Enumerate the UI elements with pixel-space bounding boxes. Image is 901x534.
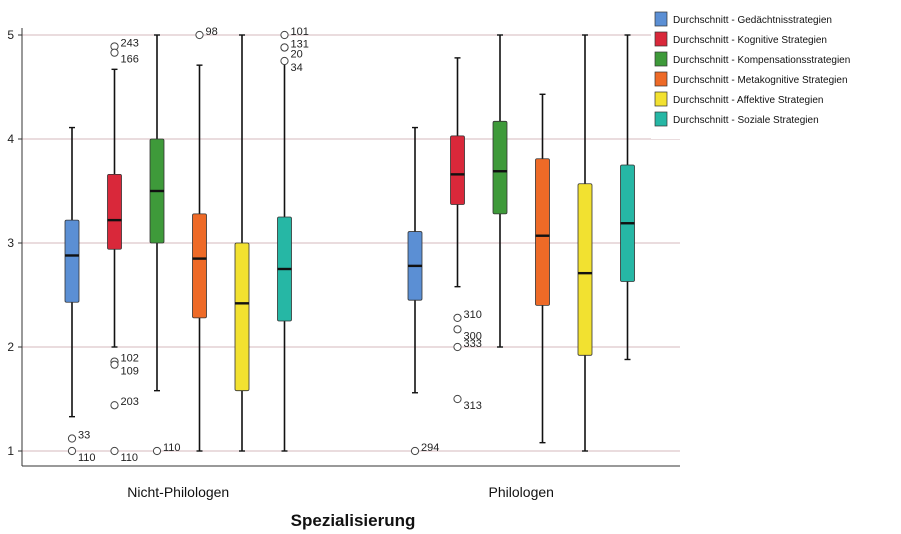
box-2-1	[492, 34, 508, 348]
y-tick-label: 4	[7, 132, 14, 146]
outlier-label: 33	[78, 430, 90, 442]
outlier-point	[410, 446, 420, 456]
legend-background	[651, 9, 893, 139]
y-tick-label: 5	[7, 28, 14, 42]
grid-lines	[22, 34, 680, 452]
legend-swatch	[654, 11, 668, 27]
legend-swatch	[654, 91, 668, 107]
outlier-label: 101	[291, 26, 309, 38]
outlier-label: 166	[121, 54, 139, 66]
box-iqr	[535, 158, 550, 306]
outlier-label: 98	[206, 26, 218, 38]
box-iqr	[192, 213, 207, 319]
box-0-0: 33 110	[64, 126, 96, 464]
box-iqr	[234, 242, 250, 392]
box-0-1: 294	[407, 126, 439, 456]
outlier-label: 131	[291, 38, 309, 50]
outlier-point	[453, 313, 462, 322]
outlier-label: 109	[121, 366, 139, 378]
box-iqr	[492, 120, 508, 215]
outlier-point	[67, 446, 77, 456]
legend-entry: Durchschnitt - Gedächtnisstrategien	[673, 15, 832, 26]
outlier-point	[110, 48, 119, 57]
box-iqr	[107, 173, 122, 250]
outlier-label: 310	[464, 309, 482, 321]
outlier-point	[453, 325, 462, 334]
outlier-point	[67, 434, 77, 443]
legend-entry: Durchschnitt - Affektive Strategien	[673, 95, 823, 106]
outlier-point	[110, 446, 119, 456]
outlier-label: 243	[121, 37, 139, 49]
outlier-point	[195, 30, 204, 40]
outlier-label: 110	[78, 452, 96, 464]
outlier-label: 110	[121, 452, 139, 464]
box-3-1	[535, 93, 550, 444]
outlier-point	[453, 394, 462, 404]
box-4-0	[234, 34, 250, 452]
y-tick-label: 3	[7, 236, 14, 250]
legend: Durchschnitt - Gedächtnisstrategien Durch…	[651, 9, 893, 139]
box-iqr	[577, 183, 593, 356]
outlier-label: 20	[291, 48, 303, 60]
box-5-1	[620, 34, 635, 361]
outlier-point	[453, 342, 462, 352]
y-tick-label: 2	[7, 340, 14, 354]
outlier-point	[152, 446, 162, 456]
outlier-point	[280, 30, 289, 40]
outlier-label: 300	[464, 330, 482, 342]
outlier-label: 34	[291, 62, 303, 74]
box-2-0: 110	[149, 34, 181, 456]
outlier-point	[280, 43, 289, 52]
outlier-label: 203	[121, 396, 139, 408]
outlier-point	[110, 401, 119, 410]
legend-entry: Durchschnitt - Metakognitive Strategien	[673, 75, 848, 86]
legend-entry: Durchschnitt - Soziale Strategien	[673, 115, 819, 126]
legend-swatch	[654, 71, 668, 87]
x-category-label: Nicht-Philologen	[127, 484, 229, 500]
outlier-label: 313	[464, 400, 482, 412]
x-category-label: Philologen	[489, 484, 554, 500]
legend-swatch	[654, 31, 668, 47]
x-axis-title: Spezialisierung	[291, 511, 416, 530]
legend-swatch	[654, 111, 668, 127]
box-3-0: 98	[192, 26, 218, 452]
legend-swatch	[654, 51, 668, 67]
box-iqr	[450, 135, 465, 205]
legend-entry: Durchschnitt - Kognitive Strategien	[673, 35, 827, 46]
y-tick-label: 1	[7, 444, 14, 458]
legend-entry: Durchschnitt - Kompensationsstrategien	[673, 55, 850, 66]
outlier-label: 102	[121, 353, 139, 365]
outlier-label: 333	[464, 338, 482, 350]
box-4-1	[577, 34, 593, 452]
outlier-label: 294	[421, 442, 439, 454]
outlier-label: 110	[163, 442, 181, 454]
outlier-point	[280, 56, 289, 66]
outlier-point	[110, 360, 119, 369]
box-iqr	[64, 219, 80, 303]
